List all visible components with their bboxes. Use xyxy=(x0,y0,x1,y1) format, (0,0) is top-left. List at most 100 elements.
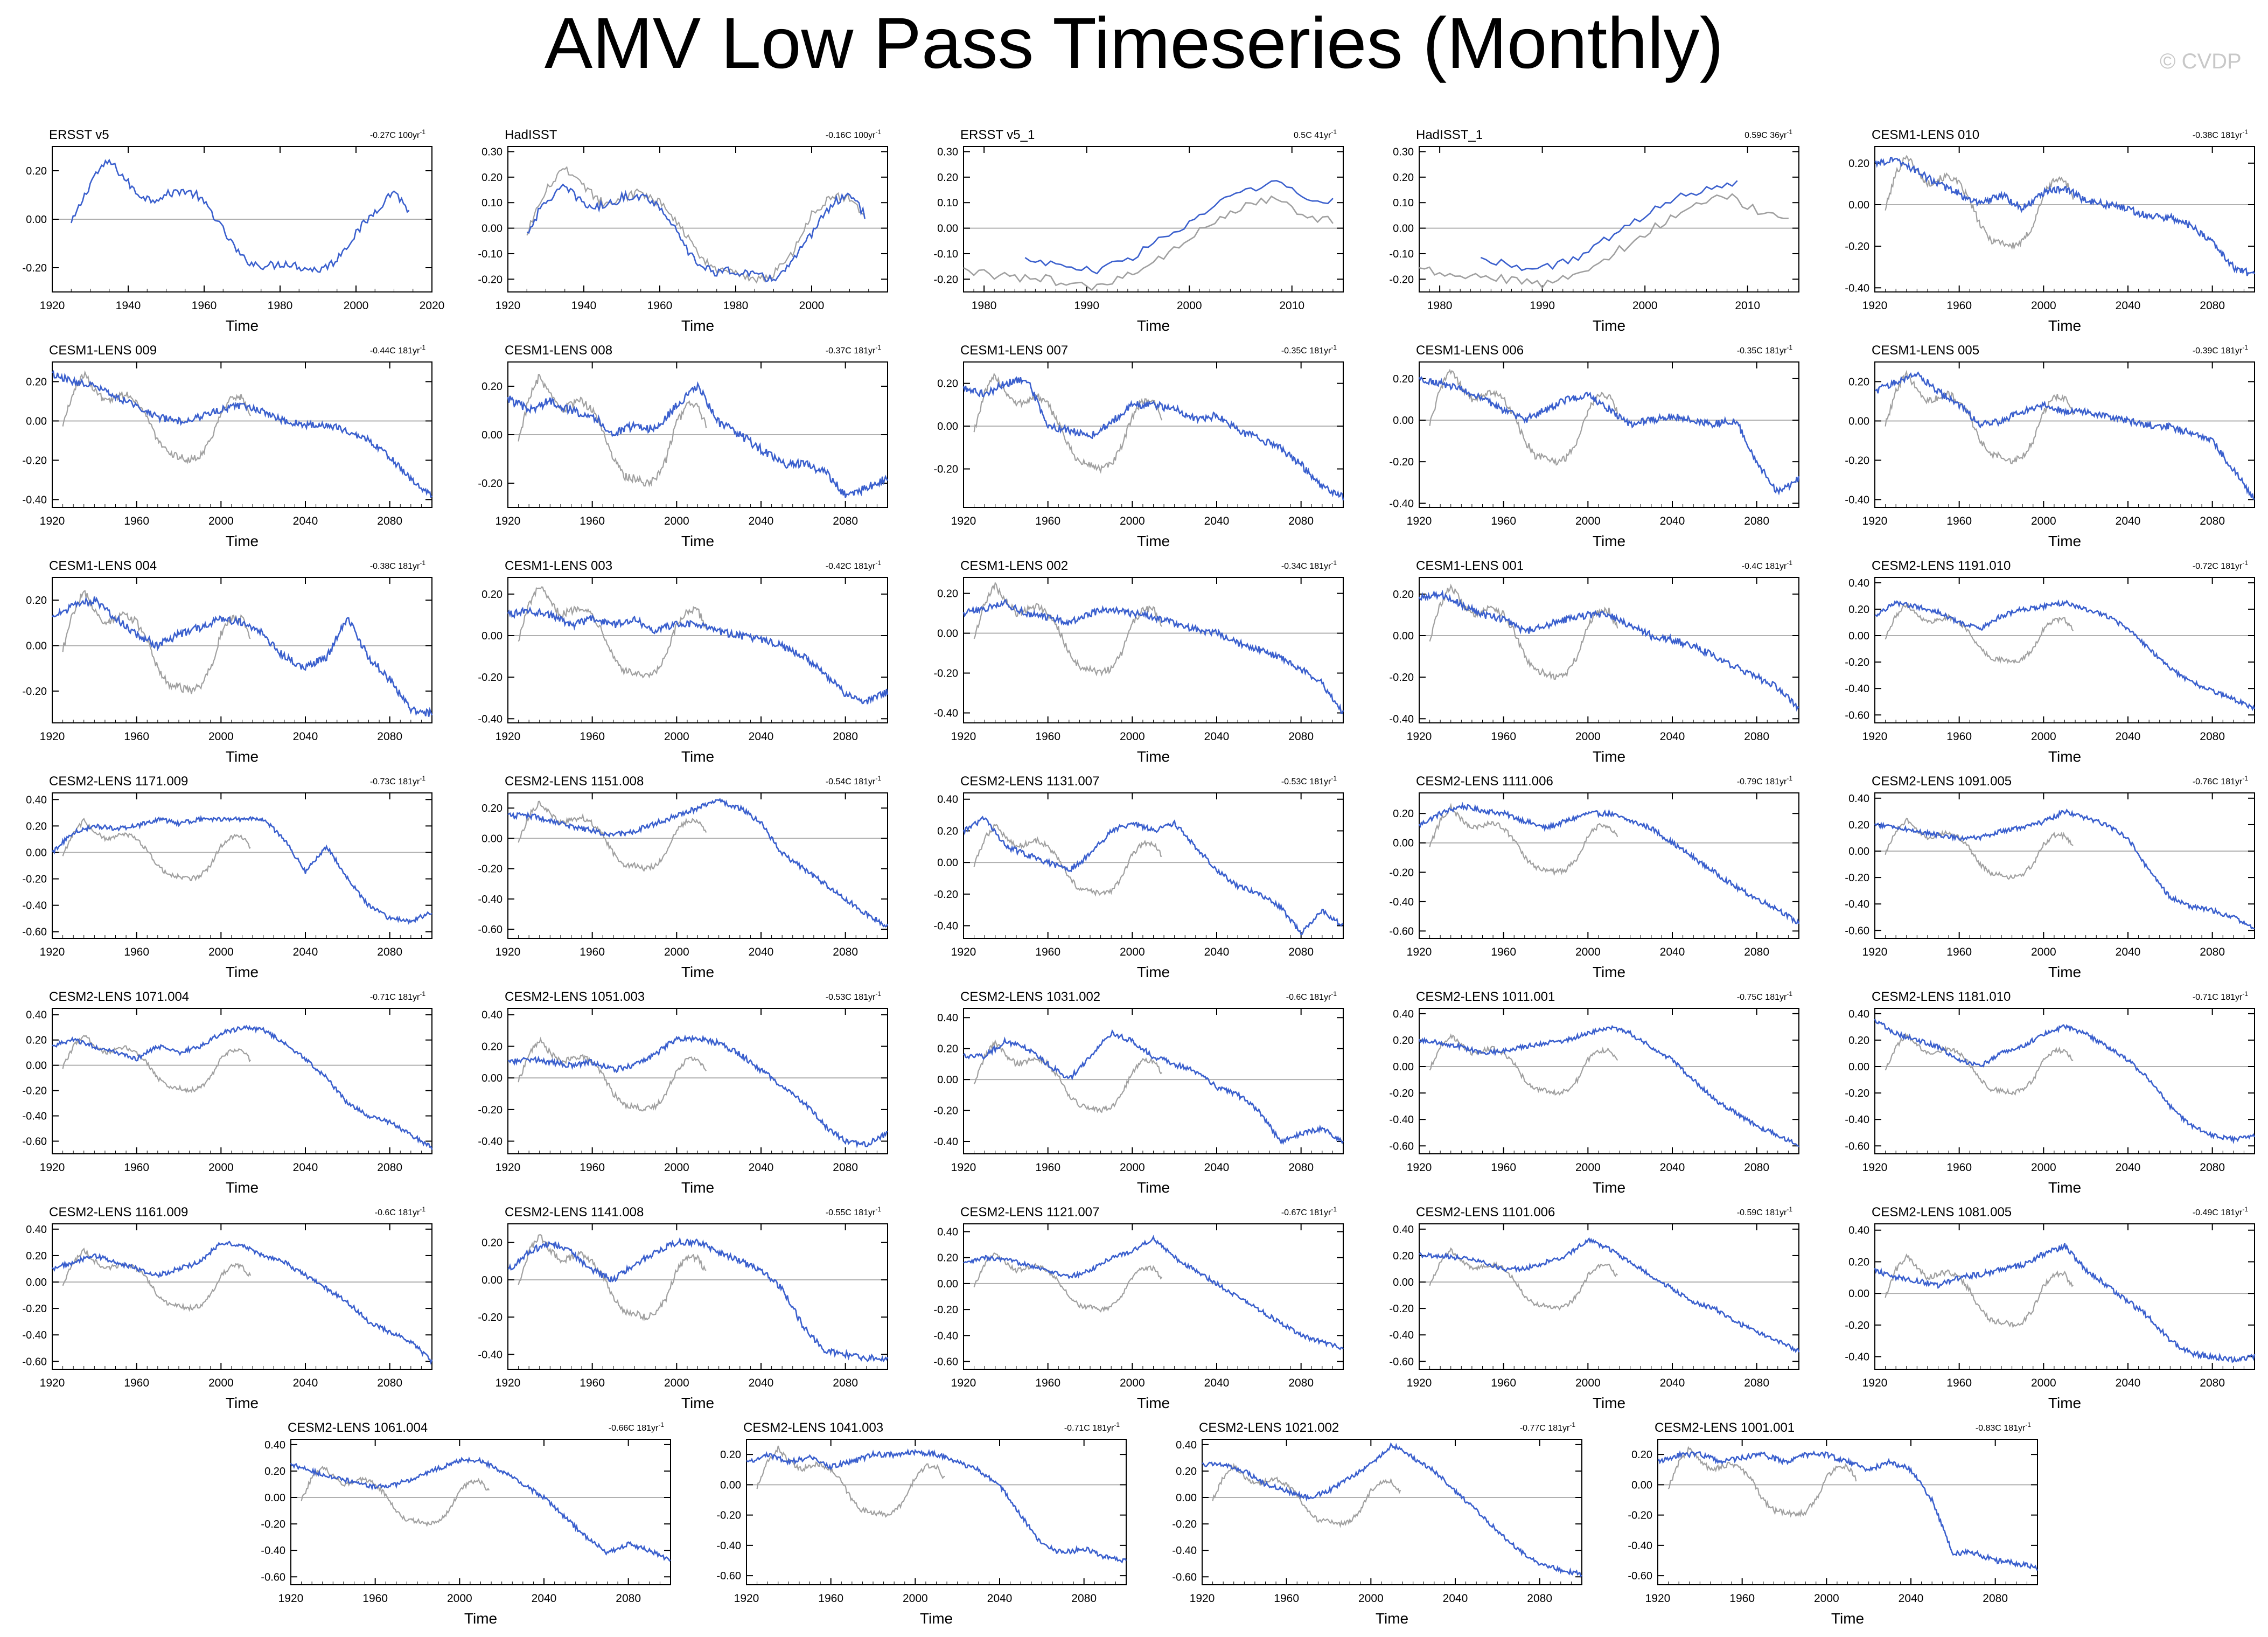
y-tick-label: -0.60 xyxy=(933,1356,958,1368)
trend-exponent: -1 xyxy=(1787,128,1792,136)
model-line xyxy=(962,598,1344,714)
x-tick-label: 2000 xyxy=(1120,730,1145,743)
y-tick-label: -0.40 xyxy=(933,1136,958,1148)
trend-exponent: -1 xyxy=(1787,1206,1792,1213)
panel-trend: -0.76C 181yr-1 xyxy=(2193,775,2248,786)
y-tick-label: -0.20 xyxy=(478,1104,503,1116)
observations-line xyxy=(62,1034,252,1094)
x-tick-label: 2080 xyxy=(2200,1161,2225,1174)
x-tick-label: 2080 xyxy=(1288,1161,1314,1174)
panel-title: CESM1-LENS 009 xyxy=(49,343,157,358)
x-tick-label: 1960 xyxy=(1035,1377,1060,1389)
x-tick-label: 1960 xyxy=(580,1377,605,1389)
cvdp-watermark: © CVDP xyxy=(2160,50,2242,73)
x-axis-label: Time xyxy=(1593,533,1625,549)
panel-trend: -0.34C 181yr-1 xyxy=(1281,559,1337,571)
model-line xyxy=(1874,808,2255,930)
panel-trend: -0.6C 181yr-1 xyxy=(375,1206,426,1217)
x-axis-label: Time xyxy=(1593,1179,1625,1196)
model-line xyxy=(1419,1237,1800,1354)
y-tick-label: 0.00 xyxy=(937,421,958,433)
panel-title: CESM2-LENS 1141.008 xyxy=(505,1205,644,1220)
y-tick-label: -0.40 xyxy=(1389,896,1414,908)
model-line xyxy=(1875,371,2255,500)
x-tick-label: 2080 xyxy=(377,946,402,958)
y-tick-label: 0.20 xyxy=(1631,1449,1652,1461)
x-tick-label: 2040 xyxy=(749,1161,774,1174)
observations-line xyxy=(1429,1247,1618,1311)
panel: 0.20 0.00 -0.20 -0.40 -0.60 1920 1960 2000 2040 2… xyxy=(1628,1420,2039,1627)
x-tick-label: 1920 xyxy=(1407,946,1432,958)
panel-title: CESM2-LENS 1131.007 xyxy=(960,774,1099,789)
model-line xyxy=(1480,180,1738,271)
model-line xyxy=(1874,599,2256,712)
x-tick-label: 1980 xyxy=(972,299,997,312)
y-tick-label: 0.20 xyxy=(264,1466,285,1478)
y-tick-label: -0.20 xyxy=(22,455,47,466)
trend-exponent: -1 xyxy=(2242,1206,2248,1213)
y-tick-label: -0.40 xyxy=(1628,1540,1652,1552)
observations-line xyxy=(518,1234,707,1321)
panel-title: CESM2-LENS 1091.005 xyxy=(1872,774,2012,789)
x-tick-label: 2040 xyxy=(1443,1592,1468,1605)
y-tick-label: 0.20 xyxy=(481,1237,503,1249)
plot-frame xyxy=(1874,577,2255,723)
x-tick-label: 1960 xyxy=(1491,1377,1516,1389)
x-tick-label: 2000 xyxy=(1575,1161,1601,1174)
x-tick-label: 1920 xyxy=(1407,515,1432,527)
panel-title: CESM2-LENS 1111.006 xyxy=(1416,774,1553,789)
x-tick-label: 2000 xyxy=(208,730,234,743)
y-tick-label: -0.60 xyxy=(1845,925,1869,937)
y-tick-label: 0.20 xyxy=(937,588,958,600)
y-tick-label: 0.10 xyxy=(1393,197,1414,209)
observations-line xyxy=(1429,368,1618,466)
x-tick-label: 2080 xyxy=(833,730,858,743)
x-tick-label: 2000 xyxy=(208,1161,234,1174)
x-tick-label: 2040 xyxy=(293,730,318,743)
x-axis-label: Time xyxy=(2048,1395,2081,1411)
trend-exponent: -1 xyxy=(2242,559,2248,567)
x-tick-label: 2080 xyxy=(1744,946,1769,958)
panel-trend: -0.66C 181yr-1 xyxy=(609,1421,664,1433)
x-tick-label: 2000 xyxy=(664,1377,689,1389)
y-tick-label: -0.20 xyxy=(1389,274,1414,285)
observations-line xyxy=(518,1036,707,1112)
x-tick-label: 1960 xyxy=(124,730,149,743)
x-tick-label: 2040 xyxy=(1660,730,1685,743)
y-tick-label: -0.20 xyxy=(1845,1088,1869,1099)
y-tick-label: 0.20 xyxy=(1848,1035,1869,1047)
model-line xyxy=(1202,1442,1582,1578)
y-tick-label: -0.20 xyxy=(478,274,503,285)
y-tick-label: -0.40 xyxy=(1389,498,1414,510)
panel-title: CESM2-LENS 1181.010 xyxy=(1872,990,2011,1004)
y-tick-label: -0.40 xyxy=(716,1540,741,1552)
x-tick-label: 2040 xyxy=(1660,515,1685,527)
panel-trend: -0.49C 181yr-1 xyxy=(2193,1206,2248,1217)
x-tick-label: 1960 xyxy=(1946,1377,1972,1389)
y-tick-label: -0.20 xyxy=(1628,1510,1652,1522)
model-line xyxy=(1418,1025,1799,1147)
x-tick-label: 2080 xyxy=(1288,515,1314,527)
x-tick-label: 1960 xyxy=(580,515,605,527)
x-axis-label: Time xyxy=(226,964,259,980)
y-tick-label: -0.20 xyxy=(1389,672,1414,684)
panel: 0.40 0.20 0.00 -0.20 -0.40 -0.60 1920 1960 2000 2… xyxy=(22,990,433,1196)
trend-exponent: -1 xyxy=(1331,559,1337,567)
y-tick-label: -0.20 xyxy=(933,889,958,901)
y-tick-label: 0.20 xyxy=(1393,373,1414,385)
model-line xyxy=(1874,156,2256,276)
x-tick-label: 1920 xyxy=(1407,1377,1432,1389)
y-tick-label: 0.40 xyxy=(1848,577,1869,589)
observations-line xyxy=(62,817,251,881)
x-tick-label: 2000 xyxy=(1575,730,1601,743)
x-tick-label: 2080 xyxy=(2200,515,2225,527)
model-line xyxy=(1418,375,1800,496)
x-tick-label: 2080 xyxy=(616,1592,641,1605)
x-tick-label: 1960 xyxy=(1491,730,1516,743)
panel-trend: -0.16C 100yr-1 xyxy=(826,128,881,140)
y-tick-label: 0.20 xyxy=(481,589,503,601)
observations-line xyxy=(1419,193,1789,289)
x-tick-label: 2000 xyxy=(1575,946,1601,958)
observations-line xyxy=(973,372,1163,474)
y-tick-label: -0.20 xyxy=(22,686,47,698)
